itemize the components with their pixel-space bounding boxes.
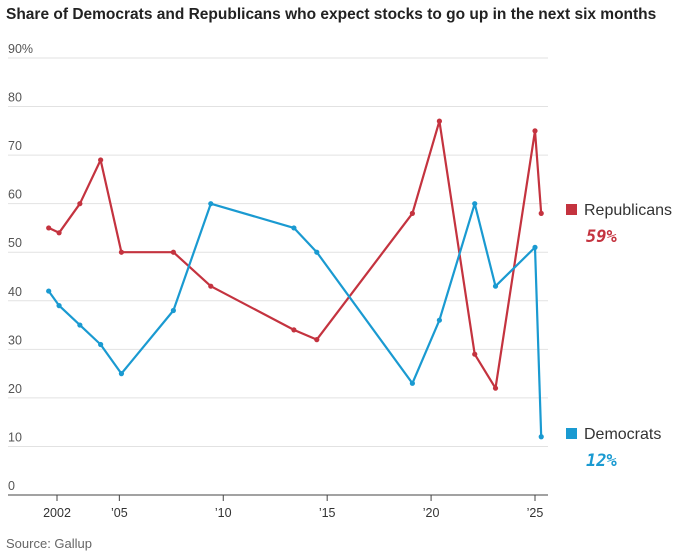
democrats-line — [47, 202, 543, 437]
x-tick-label: ’10 — [215, 506, 232, 520]
democrats-point — [492, 283, 499, 289]
x-tick-label: ’25 — [527, 506, 544, 520]
republicans-point — [208, 283, 214, 289]
republicans-point — [56, 230, 62, 236]
republicans-point — [98, 157, 104, 163]
republicans-point — [538, 210, 544, 216]
republicans-point — [314, 337, 320, 343]
y-tick-label: 50 — [8, 236, 22, 250]
y-tick-label: 40 — [8, 285, 22, 299]
y-tick-label: 70 — [8, 139, 22, 153]
democrats-point — [538, 434, 544, 440]
series-lines — [46, 118, 544, 440]
republicans-legend-label: Republicans — [584, 202, 672, 219]
republicans-point — [118, 249, 125, 255]
legend: Republicans 59% Democrats 12% — [566, 202, 672, 471]
democrats-point — [118, 371, 125, 377]
democrats-point — [472, 201, 478, 207]
republicans-latest-value: 59% — [586, 227, 617, 247]
chart-title: Share of Democrats and Republicans who e… — [6, 6, 657, 23]
republicans-point — [291, 327, 297, 333]
y-tick-label: 10 — [8, 430, 22, 444]
x-tick-label: ’20 — [423, 506, 440, 520]
y-tick-label: 60 — [8, 188, 22, 202]
x-axis: 2002 ’05 ’10 ’15 ’20 ’25 — [8, 494, 548, 520]
chart-source: Source: Gallup — [6, 536, 92, 551]
republicans-point — [77, 201, 83, 207]
republicans-point — [472, 351, 478, 357]
democrats-point — [532, 244, 538, 250]
democrats-point — [291, 225, 297, 231]
x-tick-label: 2002 — [43, 506, 71, 520]
democrats-point — [56, 303, 62, 309]
y-tick-label: 80 — [8, 91, 22, 105]
democrats-point — [208, 201, 214, 207]
republicans-point — [409, 210, 415, 216]
y-tick-label: 30 — [8, 333, 22, 347]
republicans-legend-swatch — [566, 204, 577, 215]
democrats-point — [77, 322, 83, 328]
republicans-point — [492, 385, 499, 391]
y-tick-label: 90% — [8, 42, 33, 56]
x-tick-label: ’15 — [319, 506, 336, 520]
democrats-legend-label: Democrats — [584, 426, 661, 443]
democrats-point — [436, 317, 442, 323]
democrats-latest-value: 12% — [586, 451, 617, 471]
democrats-point — [314, 249, 320, 255]
democrats-point — [170, 307, 176, 314]
republicans-line — [48, 119, 543, 390]
democrats-point — [98, 341, 104, 348]
republicans-point — [46, 225, 52, 231]
republicans-point — [170, 249, 176, 255]
republicans-point — [436, 118, 442, 124]
gridlines — [8, 57, 548, 447]
democrats-point — [46, 288, 52, 294]
republicans-point — [532, 128, 538, 134]
x-tick-label: ’05 — [111, 506, 128, 520]
y-tick-label: 20 — [8, 382, 22, 396]
democrats-legend-swatch — [566, 428, 577, 439]
y-axis-tick-labels: 0 10 20 30 40 50 60 70 80 90% — [8, 42, 33, 493]
democrats-point — [409, 380, 415, 386]
y-tick-label: 0 — [8, 479, 15, 493]
